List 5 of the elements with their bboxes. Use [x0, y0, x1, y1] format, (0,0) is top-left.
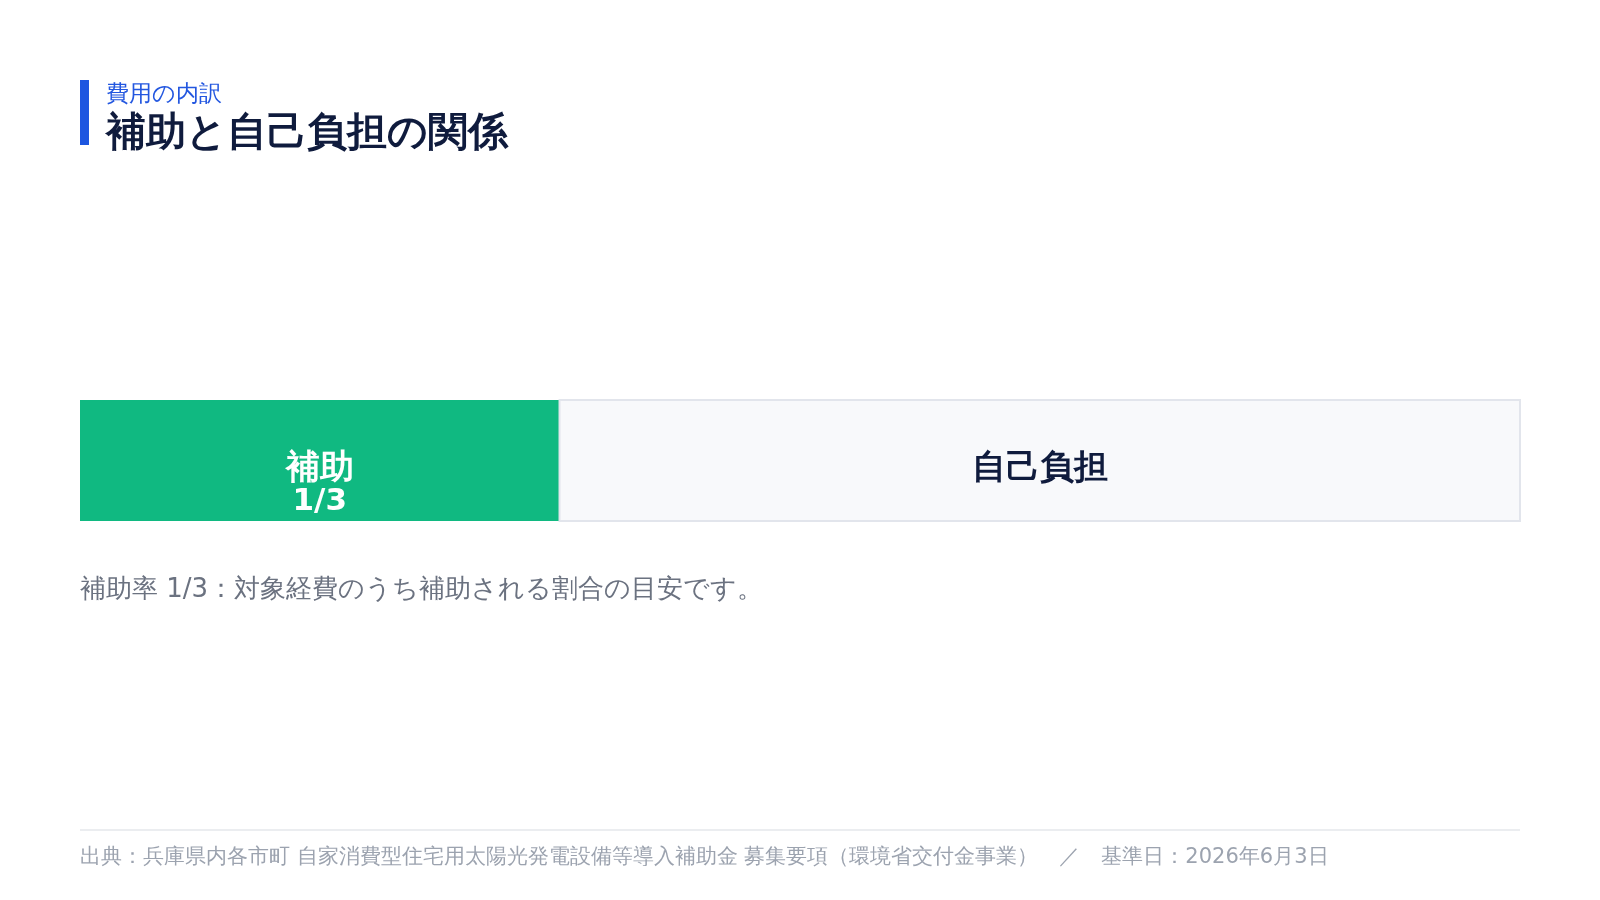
series-label: 自己負担 — [971, 445, 1108, 486]
source-note: 出典：兵庫県内各市町 自家消費型住宅用太陽光発電設備等導入補助金 募集要項（環境省交付金事業） ／ 基準日：2026年6月3日 — [80, 844, 1329, 868]
text: 補助率 1/3：対象経費のうち補助される割合の目安です。 — [80, 573, 764, 603]
chart-subtitle: 費用の内訳 — [106, 80, 222, 106]
chart-title: 補助と自己負担の関係 — [104, 108, 509, 154]
